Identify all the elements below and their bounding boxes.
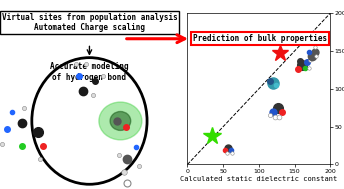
X-axis label: Calculated static dielectric constant: Calculated static dielectric constant bbox=[180, 176, 337, 182]
Text: Accurate modeling
of hydrogen bond: Accurate modeling of hydrogen bond bbox=[50, 62, 129, 81]
Text: Virtual sites from population analysis
Automated Charge scaling: Virtual sites from population analysis A… bbox=[2, 13, 177, 32]
Text: Prediction of bulk properties: Prediction of bulk properties bbox=[193, 34, 327, 43]
Ellipse shape bbox=[110, 112, 131, 130]
Ellipse shape bbox=[99, 102, 142, 140]
